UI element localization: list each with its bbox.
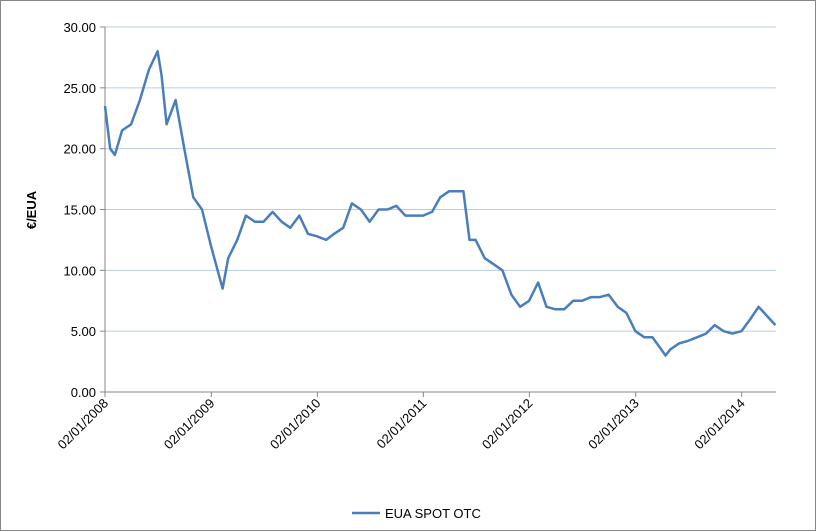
data-line <box>103 50 777 357</box>
y-tick-label: 25.00 <box>63 81 96 96</box>
legend-label: EUA SPOT OTC <box>385 506 481 521</box>
y-tick-label: 10.00 <box>63 263 96 278</box>
y-tick-label: 5.00 <box>71 324 96 339</box>
y-axis-label: €/EUA <box>24 190 39 229</box>
y-tick-label: 15.00 <box>63 203 96 218</box>
y-tick-label: 30.00 <box>63 20 96 35</box>
y-tick-label: 0.00 <box>71 385 96 400</box>
y-tick-label: 20.00 <box>63 142 96 157</box>
